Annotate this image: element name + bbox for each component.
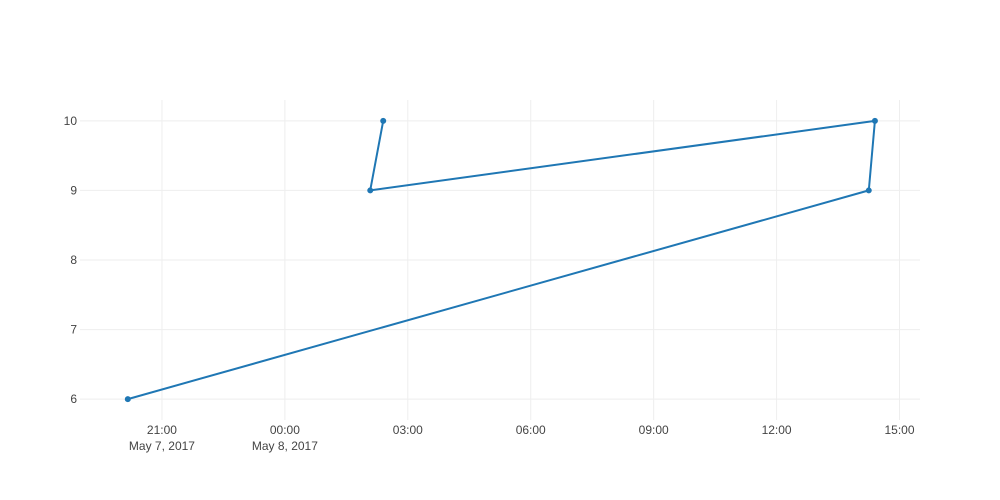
data-point[interactable] (124, 396, 131, 403)
x-tick-label: 03:00 (393, 423, 423, 437)
y-tick-label: 6 (70, 392, 77, 406)
x-tick-date-label: May 8, 2017 (252, 439, 318, 453)
data-point[interactable] (865, 187, 872, 194)
x-tick-label: 09:00 (639, 423, 669, 437)
y-tick-label: 8 (70, 253, 77, 267)
data-point[interactable] (367, 187, 374, 194)
x-tick-label: 15:00 (884, 423, 914, 437)
y-tick-label: 9 (70, 183, 77, 197)
trace-layer (124, 117, 878, 403)
data-point[interactable] (871, 117, 878, 124)
x-tick-label: 06:00 (516, 423, 546, 437)
x-axis-ticks: 21:00 May 7, 2017 00:00 May 8, 2017 03:00 06:… (129, 423, 915, 453)
x-tick-date-label: May 7, 2017 (129, 439, 195, 453)
y-tick-label: 10 (64, 114, 78, 128)
x-tick-label: 12:00 (762, 423, 792, 437)
x-tick-label: 00:00 (270, 423, 300, 437)
grid-layer (80, 100, 920, 420)
x-tick-label: 21:00 (147, 423, 177, 437)
y-axis-ticks: 6 7 8 9 10 (64, 114, 78, 406)
data-point[interactable] (380, 117, 387, 124)
y-tick-label: 7 (70, 323, 77, 337)
